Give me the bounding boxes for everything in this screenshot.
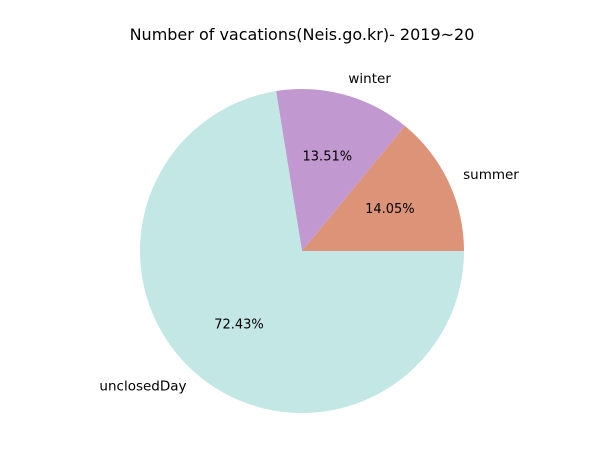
pie-slice-summer	[302, 125, 464, 251]
pie-category-label-winter: winter	[348, 71, 391, 87]
chart-title: Number of vacations(Neis.go.kr)- 2019~20	[130, 25, 475, 44]
pie-percent-label-unclosedDay: 72.43%	[214, 318, 264, 333]
pie-slice-winter	[276, 89, 405, 251]
pie-percent-label-summer: 14.05%	[365, 202, 415, 217]
pie-labels: 14.05% summer 13.51% winter 72.43% unclosedDa…	[99, 71, 519, 395]
pie-slices	[139, 89, 464, 414]
pie-category-label-summer: summer	[463, 167, 519, 183]
pie-percent-label-winter: 13.51%	[303, 150, 353, 165]
pie-category-label-unclosedDay: unclosedDay	[99, 379, 186, 395]
pie-slice-unclosedDay	[139, 91, 464, 414]
